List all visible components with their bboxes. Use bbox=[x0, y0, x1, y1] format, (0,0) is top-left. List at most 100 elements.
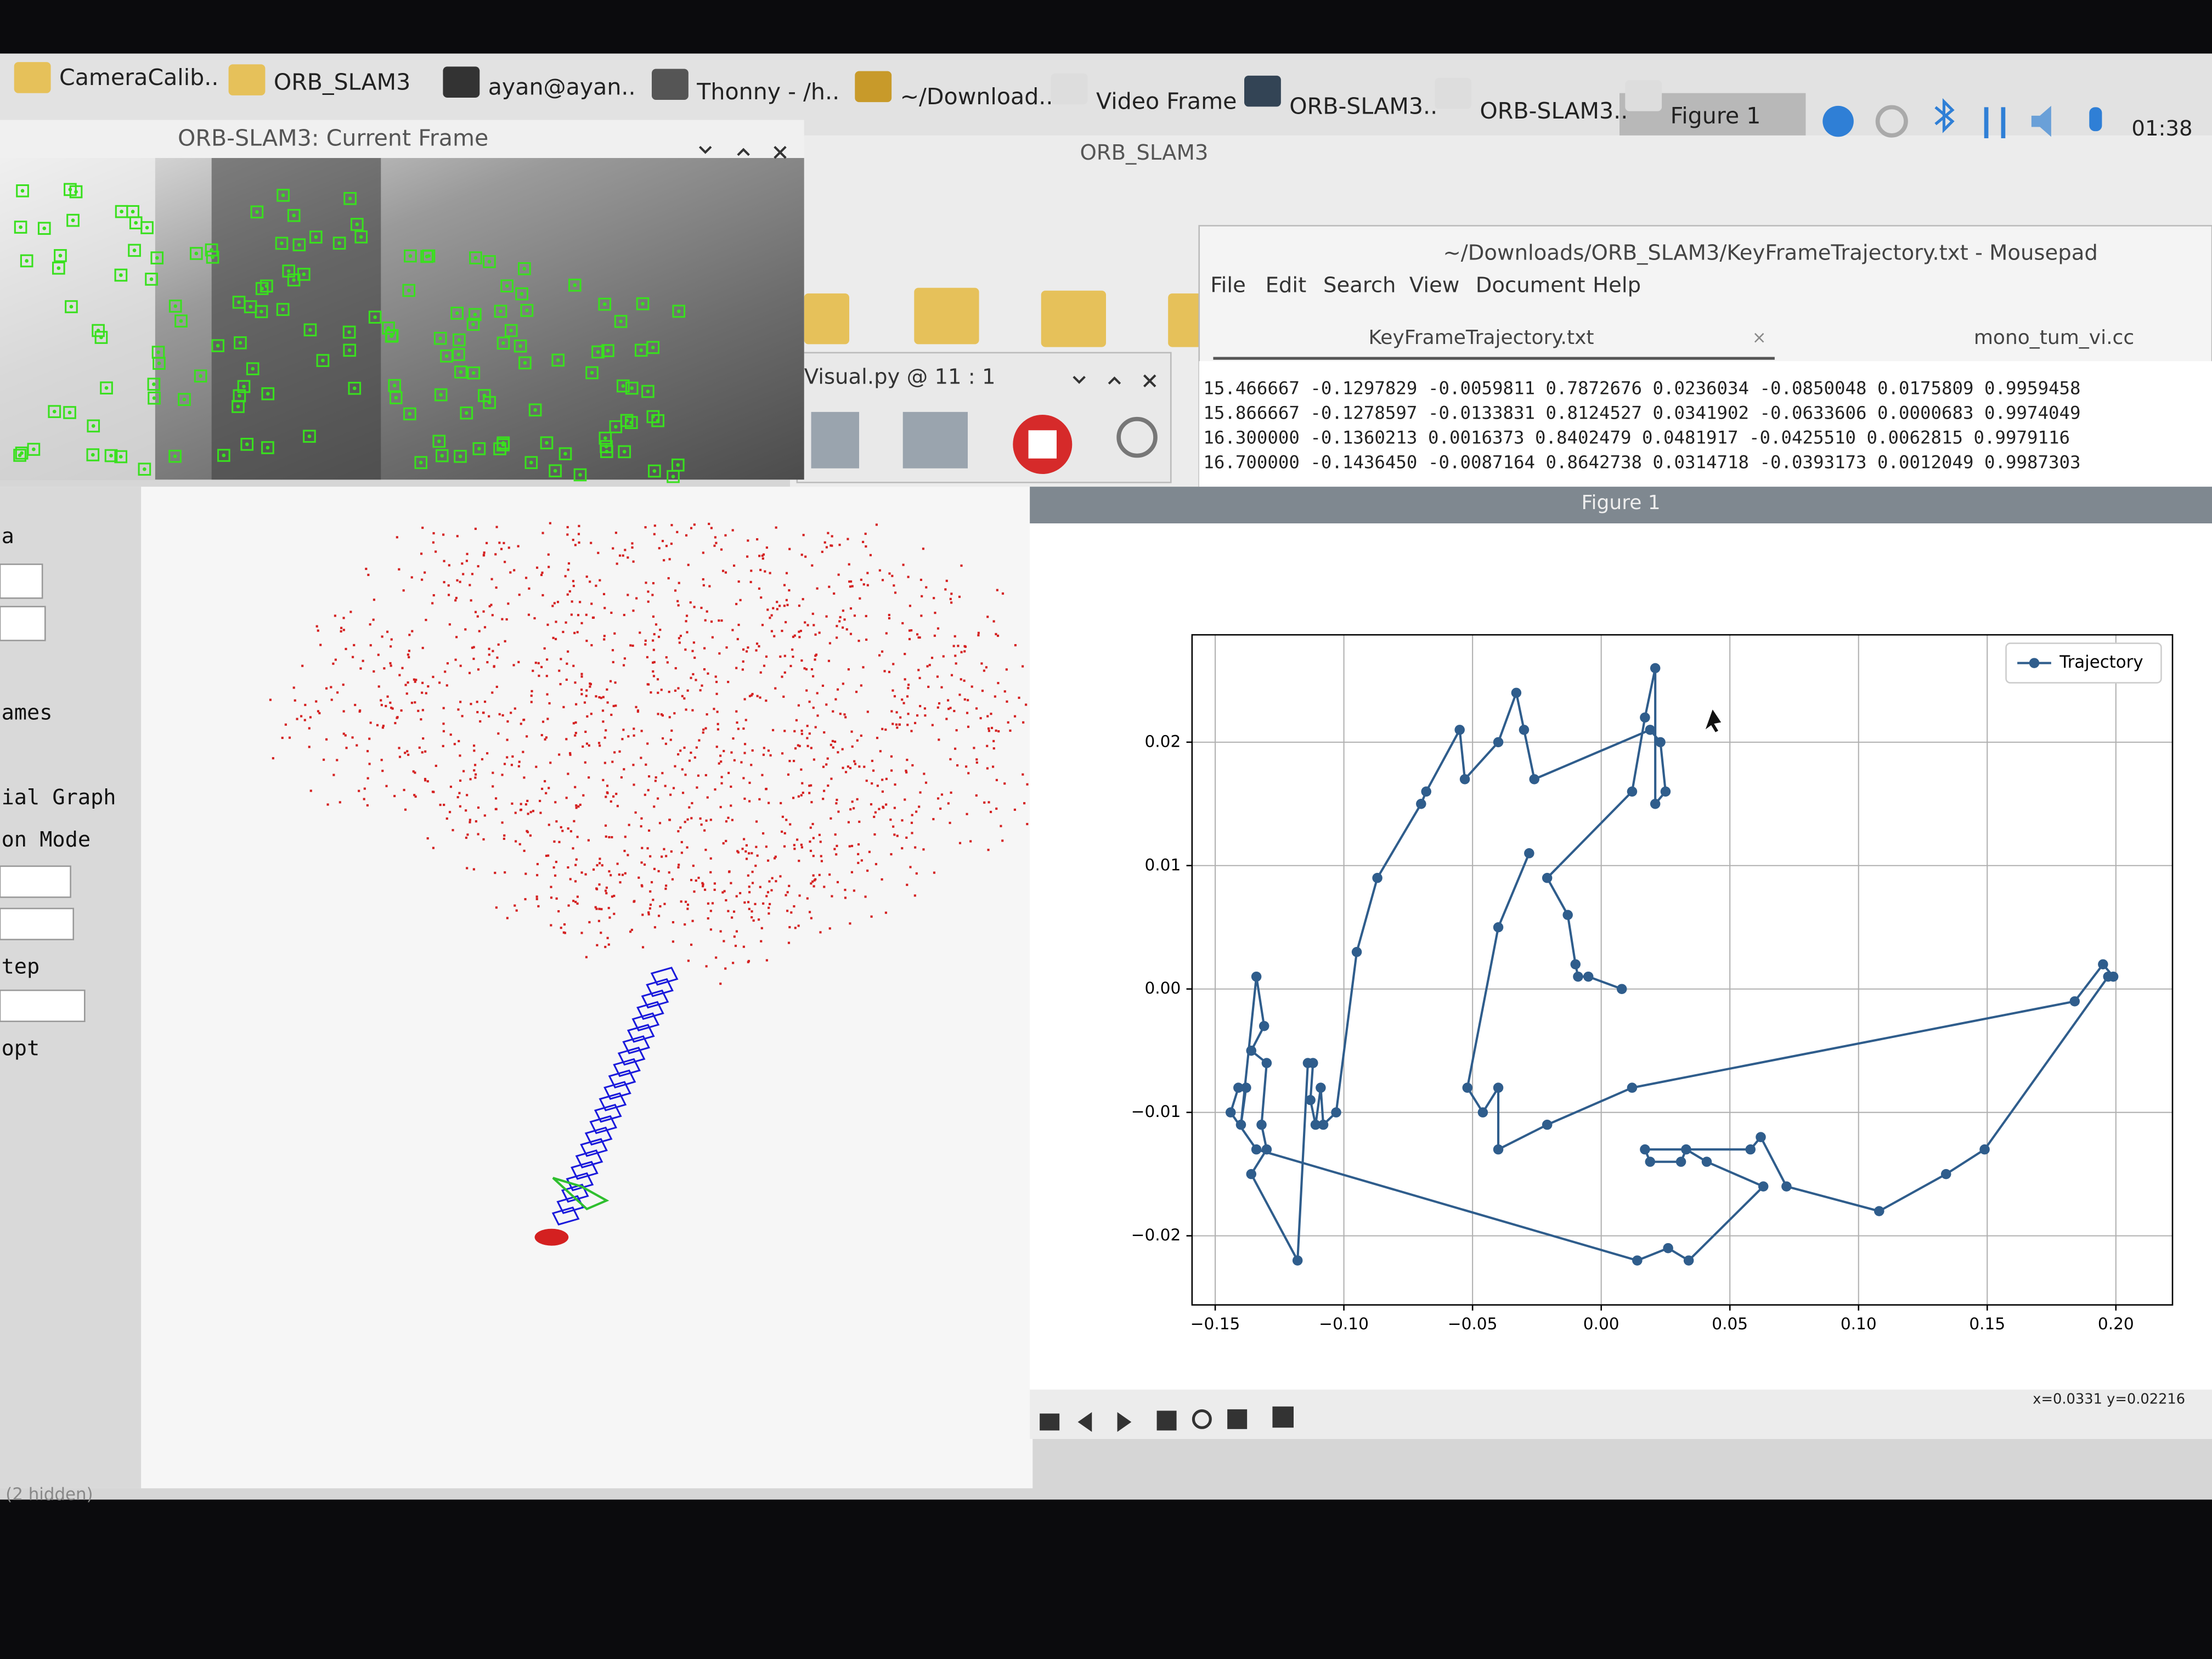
panel-label[interactable]: opt bbox=[2, 1036, 40, 1061]
menu-item[interactable]: Search bbox=[1323, 273, 1396, 298]
map-point bbox=[573, 820, 575, 822]
map-point bbox=[938, 738, 940, 741]
map-point bbox=[849, 922, 851, 925]
task-icon[interactable] bbox=[14, 62, 51, 93]
map-point bbox=[890, 755, 893, 758]
panel-field[interactable] bbox=[0, 563, 43, 599]
task-icon[interactable] bbox=[1435, 77, 1471, 109]
map-point bbox=[759, 696, 761, 699]
map-point bbox=[421, 681, 424, 684]
toolbar-button[interactable] bbox=[811, 411, 859, 469]
debug-button[interactable] bbox=[1116, 416, 1158, 458]
trajectory-point bbox=[1256, 1119, 1267, 1130]
task-icon[interactable] bbox=[855, 71, 892, 103]
map-point bbox=[611, 836, 613, 839]
sync-icon[interactable] bbox=[1875, 105, 1908, 138]
map-point bbox=[616, 805, 619, 808]
task-button[interactable]: ORB_SLAM3 bbox=[274, 69, 410, 95]
feature-dot bbox=[352, 386, 357, 391]
bluetooth-icon[interactable] bbox=[1934, 98, 1955, 133]
panel-label[interactable]: ames bbox=[2, 701, 53, 725]
minimize-button[interactable] bbox=[1073, 376, 1086, 384]
home-button[interactable] bbox=[1040, 1413, 1060, 1431]
pan-button[interactable] bbox=[1156, 1410, 1177, 1431]
menu-item[interactable]: Help bbox=[1593, 273, 1641, 298]
panel-field[interactable] bbox=[0, 865, 71, 898]
map-point bbox=[804, 555, 807, 558]
map-point bbox=[432, 594, 435, 597]
feature-dot bbox=[522, 267, 527, 271]
task-button[interactable]: Figure 1 bbox=[1671, 103, 1761, 129]
task-button[interactable]: Thonny - /h.. bbox=[696, 78, 839, 105]
maximize-button[interactable] bbox=[1108, 376, 1121, 385]
editor-tab[interactable]: mono_tum_vi.cc bbox=[1974, 326, 2134, 349]
task-button[interactable]: ORB-SLAM3.. bbox=[1480, 98, 1628, 124]
task-icon[interactable] bbox=[443, 66, 480, 98]
map-point bbox=[492, 785, 494, 788]
forward-button[interactable] bbox=[1117, 1412, 1132, 1432]
map-point bbox=[456, 796, 459, 799]
maximize-button[interactable] bbox=[737, 148, 750, 156]
map-point bbox=[640, 730, 643, 732]
feature-box bbox=[493, 442, 506, 455]
task-button[interactable]: ORB-SLAM3.. bbox=[1289, 93, 1437, 119]
menu-item[interactable]: View bbox=[1409, 273, 1460, 298]
minimize-button[interactable] bbox=[698, 145, 712, 154]
map-point bbox=[517, 545, 520, 548]
task-icon[interactable] bbox=[228, 64, 266, 95]
back-button[interactable] bbox=[1077, 1412, 1092, 1432]
update-icon[interactable] bbox=[1822, 105, 1854, 137]
panel-field[interactable] bbox=[0, 606, 46, 641]
feature-box bbox=[65, 300, 78, 313]
menu-item[interactable]: File bbox=[1210, 273, 1246, 298]
mic-icon[interactable] bbox=[2089, 107, 2102, 132]
task-button[interactable]: Video Frame bbox=[1096, 88, 1237, 115]
volume-icon[interactable] bbox=[2031, 105, 2051, 137]
toolbar-button[interactable] bbox=[902, 411, 968, 469]
map-point bbox=[309, 716, 312, 719]
editor-tab[interactable]: Visual.py @ 11 : 1 bbox=[804, 365, 996, 390]
editor-tab[interactable]: KeyFrameTrajectory.txt bbox=[1368, 326, 1594, 349]
close-button[interactable] bbox=[1143, 374, 1156, 388]
map-point bbox=[709, 910, 712, 912]
task-icon[interactable] bbox=[1244, 75, 1281, 107]
map-point bbox=[504, 871, 506, 874]
zoom-button[interactable] bbox=[1192, 1409, 1212, 1429]
menu-item[interactable]: Document bbox=[1476, 273, 1585, 298]
panel-field[interactable] bbox=[0, 989, 86, 1023]
feature-box bbox=[389, 391, 403, 404]
panel-label[interactable]: ial Graph bbox=[2, 785, 116, 810]
task-icon[interactable] bbox=[1051, 73, 1088, 105]
map-point bbox=[821, 684, 825, 687]
config-button[interactable] bbox=[1227, 1409, 1248, 1429]
save-button[interactable] bbox=[1272, 1406, 1294, 1428]
map-point bbox=[539, 799, 541, 803]
task-button[interactable]: ~/Download.. bbox=[900, 83, 1053, 110]
tab-close[interactable]: × bbox=[1752, 328, 1767, 348]
keyframe bbox=[594, 1103, 622, 1123]
map-point bbox=[514, 811, 517, 814]
map-point bbox=[783, 845, 786, 848]
panel-label[interactable]: a bbox=[2, 524, 14, 549]
close-button[interactable] bbox=[774, 145, 787, 159]
map-point bbox=[663, 848, 665, 850]
map-point bbox=[963, 698, 966, 701]
panel-field[interactable] bbox=[0, 907, 74, 940]
panel-label[interactable]: on Mode bbox=[2, 827, 91, 852]
map-point bbox=[351, 736, 354, 739]
task-button[interactable]: ayan@ayan.. bbox=[488, 74, 636, 100]
task-button[interactable]: CameraCalib.. bbox=[59, 64, 218, 91]
trajectory-point bbox=[1529, 774, 1539, 785]
map-point bbox=[567, 772, 569, 775]
map-point bbox=[914, 846, 917, 849]
keyframe bbox=[599, 1092, 627, 1111]
task-icon[interactable] bbox=[1625, 80, 1662, 111]
map-point bbox=[910, 629, 913, 632]
map-point bbox=[678, 641, 681, 644]
panel-label[interactable]: tep bbox=[2, 955, 40, 979]
task-icon[interactable] bbox=[652, 69, 689, 100]
x-tick-label: 0.10 bbox=[1841, 1314, 1877, 1333]
map-point bbox=[710, 527, 713, 529]
network-icon[interactable] bbox=[1984, 107, 2006, 139]
menu-item[interactable]: Edit bbox=[1266, 273, 1307, 298]
